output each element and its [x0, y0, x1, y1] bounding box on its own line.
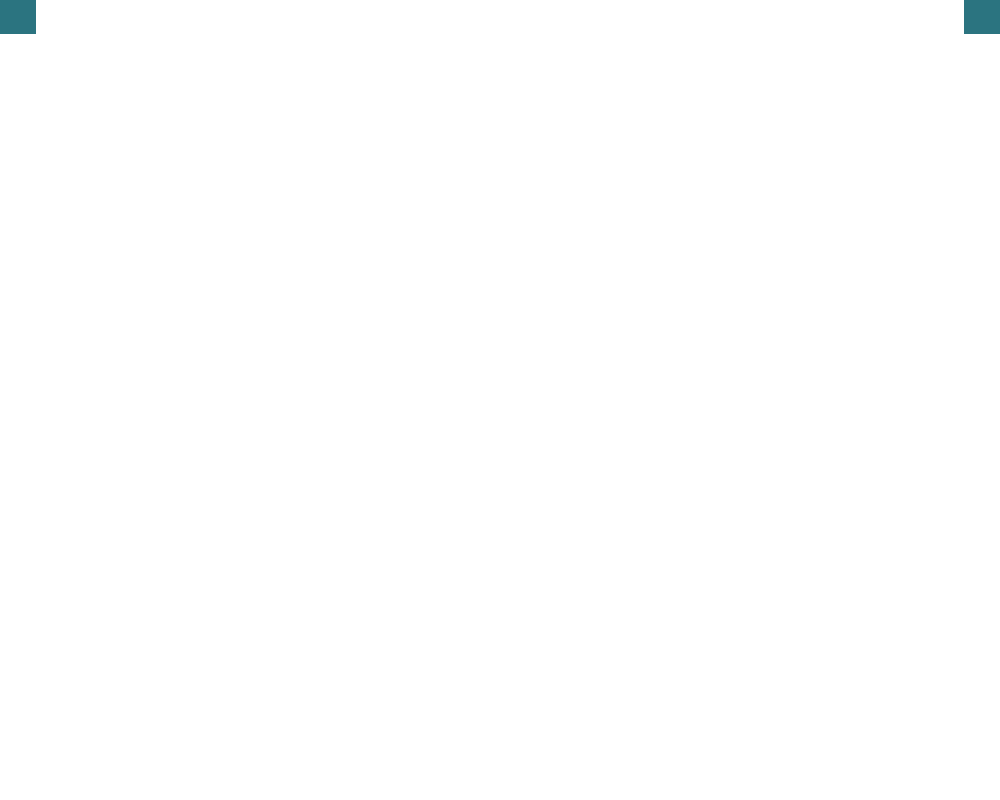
page-number-tab-left: [0, 0, 36, 34]
running-header: [0, 0, 1000, 34]
page-number-tab-right: [964, 0, 1000, 34]
